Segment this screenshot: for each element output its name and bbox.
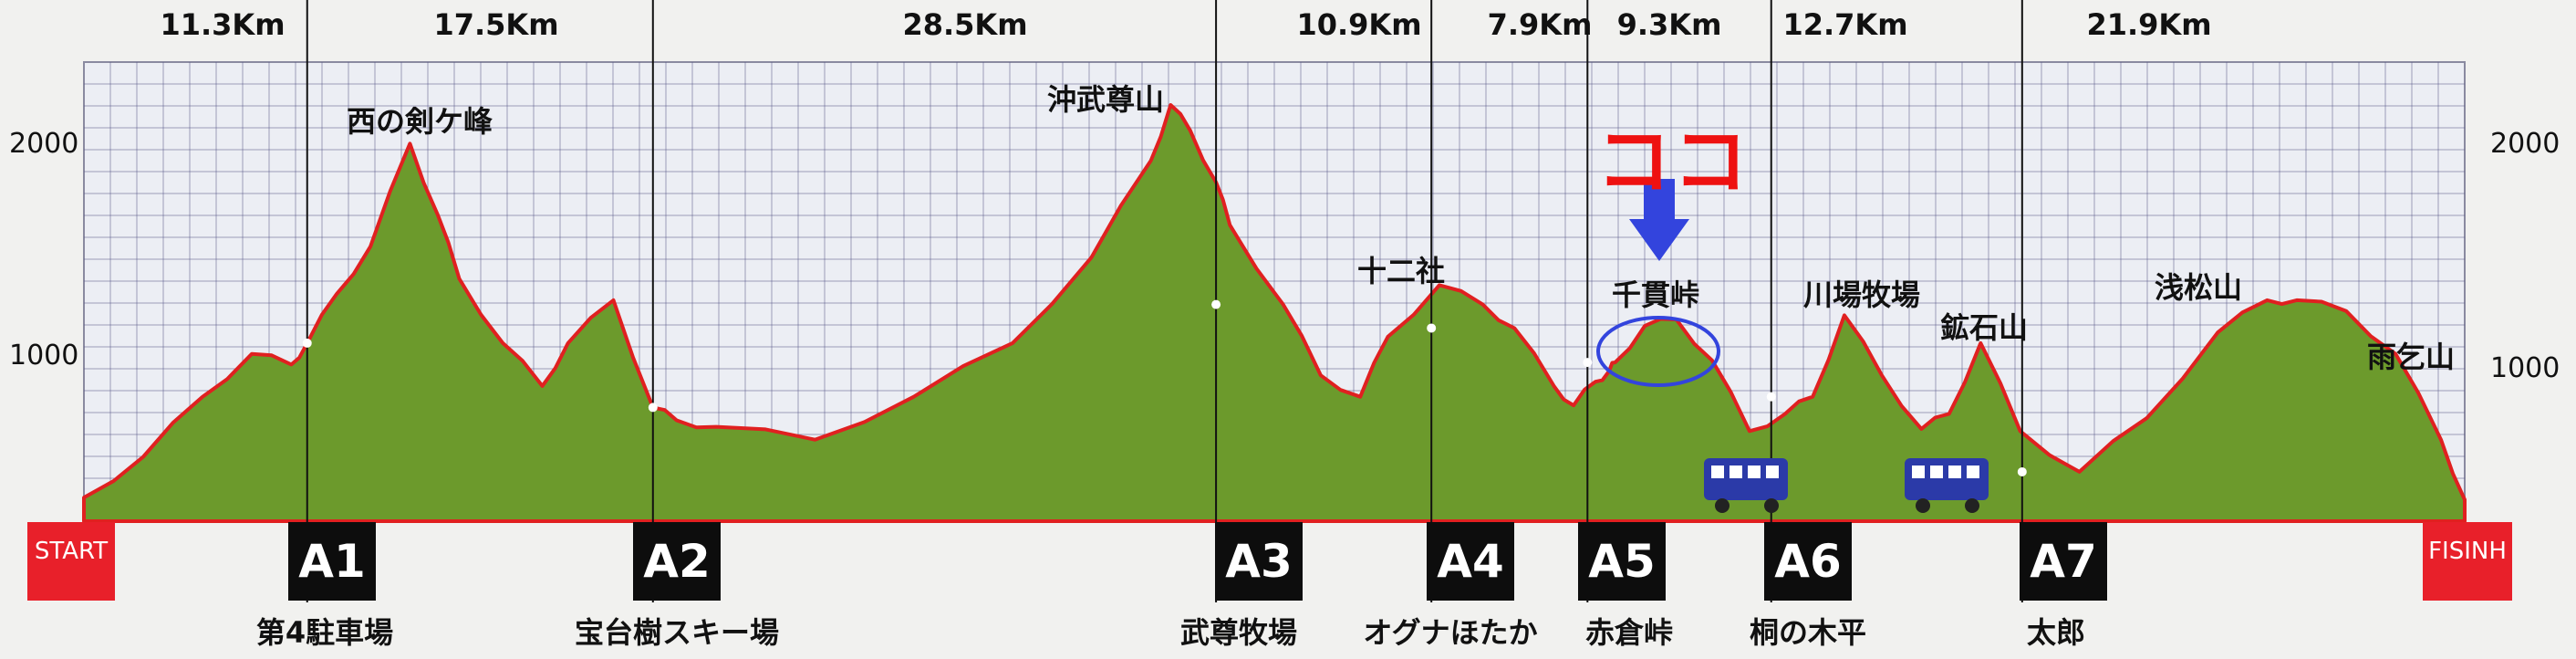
segment-distance: 12.7Km [1782,7,1908,42]
segment-distance: 7.9Km [1487,7,1593,42]
aid-station-badge: A4 [1427,522,1514,601]
segment-distance: 11.3Km [160,7,286,42]
callout-here-label: ココ [1596,119,1750,205]
peak-label: 沖武尊山 [1046,82,1165,117]
aid-station-name: 赤倉峠 [1584,615,1674,650]
segment-distance: 9.3Km [1616,7,1722,42]
peak-label: 浅松山 [2154,270,2243,305]
aid-station-name: 第4駐車場 [255,615,394,650]
peak-label: 雨乞山 [2366,340,2456,374]
peak-label: 十二社 [1356,254,1446,288]
y-tick-label: 2000 [9,128,79,160]
aid-station-point [302,338,312,348]
aid-station-badge: A7 [2020,522,2107,601]
y-tick-label: 2000 [2490,128,2560,160]
down-arrow-icon [1629,179,1689,261]
aid-station-badge: A3 [1215,522,1303,601]
aid-station-point [1427,323,1437,333]
aid-station-name: 武尊牧場 [1179,615,1298,650]
target-circle-marker [1596,316,1720,387]
aid-station-badge: A6 [1764,522,1852,601]
aid-station-name: 太郎 [2026,615,2086,650]
peak-label: 西の剣ケ峰 [346,104,493,139]
aid-station-badge: A5 [1578,522,1666,601]
peak-label: 鉱石山 [1939,310,2029,345]
aid-station-badge: A2 [633,522,721,601]
peak-label: 千貫峠 [1611,277,1700,312]
aid-station-point [1211,299,1221,309]
aid-station-point [648,403,658,413]
start-label: START [27,522,115,601]
aid-station-name: 桐の木平 [1749,615,1867,650]
segment-distance: 21.9Km [2086,7,2212,42]
y-tick-label: 1000 [9,340,79,371]
aid-station-point [2017,466,2027,476]
bus-icon [1905,458,1989,513]
aid-station-badge: A1 [288,522,376,601]
elevation-area [82,103,2467,523]
y-tick-label: 1000 [2490,352,2560,384]
peak-label: 川場牧場 [1802,277,1921,312]
aid-station-name: 宝台樹スキー場 [574,615,780,650]
segment-distance: 10.9Km [1296,7,1422,42]
aid-station-point [1766,392,1776,402]
segment-distance: 17.5Km [433,7,559,42]
finish-label: FISINH [2423,522,2512,601]
segment-distance: 28.5Km [902,7,1028,42]
aid-station-point [1583,358,1593,368]
aid-station-name: オグナほたか [1363,615,1538,650]
bus-icon [1704,458,1788,513]
